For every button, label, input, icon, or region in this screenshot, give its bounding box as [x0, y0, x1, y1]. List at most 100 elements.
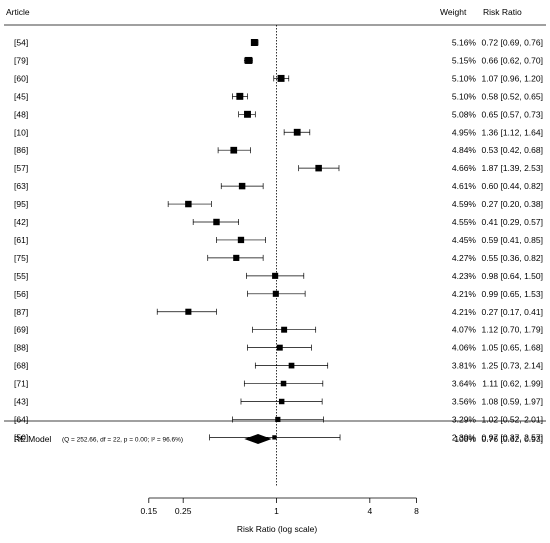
study-rows: [54] 5.16% 0.72 [0.69, 0.76] [79] 5.15% 0.66 …: [14, 25, 543, 487]
header-risk-ratio: Risk Ratio: [483, 7, 522, 17]
study-weight: 4.23%: [452, 271, 477, 281]
study-row: [88] 4.06% 1.05 [0.65, 1.68]: [14, 343, 543, 353]
study-weight: 4.59%: [452, 199, 477, 209]
study-label: [68]: [14, 361, 28, 371]
study-row: [87] 4.21% 0.27 [0.17, 0.41]: [14, 307, 543, 317]
study-weight: 2.39%: [452, 432, 477, 442]
study-row: [56] 4.21% 0.99 [0.65, 1.53]: [14, 289, 543, 299]
x-tick-label: 0.15: [141, 506, 158, 516]
point-estimate: [280, 380, 287, 387]
study-risk-ratio: 0.66 [0.62, 0.70]: [482, 55, 543, 65]
point-estimate: [288, 362, 295, 369]
study-weight: 4.95%: [452, 127, 477, 137]
study-weight: 4.21%: [452, 289, 477, 299]
study-label: [63]: [14, 181, 28, 191]
study-label: [61]: [14, 235, 28, 245]
point-estimate: [185, 308, 192, 315]
study-label: [45]: [14, 91, 28, 101]
study-label: [75]: [14, 253, 28, 263]
study-label: [64]: [14, 414, 28, 424]
study-weight: 5.08%: [452, 109, 477, 119]
study-risk-ratio: 0.99 [0.65, 1.53]: [482, 289, 543, 299]
point-estimate: [213, 218, 220, 226]
study-weight: 4.61%: [452, 181, 477, 191]
study-weight: 4.66%: [452, 163, 477, 173]
point-estimate: [185, 200, 192, 208]
study-risk-ratio: 0.27 [0.20, 0.38]: [482, 199, 543, 209]
header-weight: Weight: [440, 7, 467, 17]
study-weight: 4.55%: [452, 217, 477, 227]
point-estimate: [281, 326, 288, 333]
point-estimate: [277, 74, 285, 82]
study-weight: 3.64%: [452, 379, 477, 389]
study-risk-ratio: 0.41 [0.29, 0.57]: [482, 217, 543, 227]
study-label: [60]: [14, 73, 28, 83]
study-row: [10] 4.95% 1.36 [1.12, 1.64]: [14, 127, 543, 137]
study-label: [95]: [14, 199, 28, 209]
point-estimate: [272, 272, 279, 279]
point-estimate: [233, 254, 240, 261]
study-weight: 4.27%: [452, 253, 477, 263]
study-label: [43]: [14, 397, 28, 407]
study-row: [43] 3.56% 1.08 [0.59, 1.97]: [14, 397, 543, 407]
study-label: [79]: [14, 55, 28, 65]
study-weight: 4.21%: [452, 307, 477, 317]
point-estimate: [238, 182, 246, 190]
point-estimate: [272, 290, 279, 297]
x-tick-label: 0.25: [175, 506, 192, 516]
study-row: [86] 4.84% 0.53 [0.42, 0.68]: [14, 145, 543, 155]
study-row: [61] 4.45% 0.59 [0.41, 0.85]: [14, 235, 543, 245]
study-risk-ratio: 0.65 [0.57, 0.73]: [482, 109, 543, 119]
study-label: [48]: [14, 109, 28, 119]
study-row: [63] 4.61% 0.60 [0.44, 0.82]: [14, 181, 543, 191]
study-row: [60] 5.10% 1.07 [0.96, 1.20]: [14, 73, 543, 83]
study-label: [87]: [14, 307, 28, 317]
study-label: [57]: [14, 163, 28, 173]
study-risk-ratio: 1.08 [0.59, 1.97]: [482, 397, 543, 407]
study-weight: 4.45%: [452, 235, 477, 245]
point-estimate: [272, 435, 277, 440]
study-weight: 3.56%: [452, 397, 477, 407]
study-label: [54]: [14, 38, 28, 48]
point-estimate: [276, 344, 283, 351]
summary-row: RE Model (Q = 252.66, df = 22, p = 0.00; …: [14, 434, 543, 444]
point-estimate: [230, 146, 238, 154]
study-risk-ratio: 0.98 [0.64, 1.50]: [482, 271, 543, 281]
study-risk-ratio: 1.02 [0.52, 2.01]: [482, 414, 543, 424]
study-risk-ratio: 1.11 [0.62, 1.99]: [482, 379, 543, 389]
point-estimate: [250, 39, 258, 46]
study-row: [69] 4.07% 1.12 [0.70, 1.79]: [14, 325, 543, 335]
study-risk-ratio: 1.07 [0.96, 1.20]: [482, 73, 543, 83]
point-estimate: [244, 110, 251, 118]
study-label: [56]: [14, 289, 28, 299]
x-axis: 0.15 0.25 1 4 8: [141, 497, 419, 516]
study-row: [57] 4.66% 1.87 [1.39, 2.53]: [14, 163, 543, 173]
study-row: [75] 4.27% 0.55 [0.36, 0.82]: [14, 253, 543, 263]
study-risk-ratio: 0.27 [0.17, 0.41]: [482, 307, 543, 317]
study-row: [71] 3.64% 1.11 [0.62, 1.99]: [14, 379, 543, 389]
summary-risk-ratio: 0.76 [0.62, 0.93]: [482, 434, 543, 444]
point-estimate: [236, 92, 244, 100]
study-weight: 3.29%: [452, 414, 477, 424]
study-label: [69]: [14, 325, 28, 335]
point-estimate: [245, 56, 253, 64]
study-row: [79] 5.15% 0.66 [0.62, 0.70]: [14, 55, 543, 65]
study-risk-ratio: 0.72 [0.69, 0.76]: [482, 38, 543, 48]
study-row: [68] 3.81% 1.25 [0.73, 2.14]: [14, 361, 543, 371]
study-weight: 5.10%: [452, 91, 477, 101]
study-label: [88]: [14, 343, 28, 353]
study-weight: 5.16%: [452, 38, 477, 48]
study-label: [50]: [14, 432, 28, 442]
point-estimate: [278, 398, 285, 405]
study-weight: 3.81%: [452, 361, 477, 371]
study-weight: 5.15%: [452, 55, 477, 65]
study-weight: 5.10%: [452, 73, 477, 83]
point-estimate: [293, 128, 301, 136]
study-row: [50] 2.39% 0.97 [0.37, 2.57]: [14, 432, 543, 442]
study-row: [48] 5.08% 0.65 [0.57, 0.73]: [14, 109, 543, 119]
study-label: [86]: [14, 145, 28, 155]
study-risk-ratio: 1.12 [0.70, 1.79]: [482, 325, 543, 335]
study-weight: 4.06%: [452, 343, 477, 353]
x-tick-label: 1: [274, 506, 279, 516]
